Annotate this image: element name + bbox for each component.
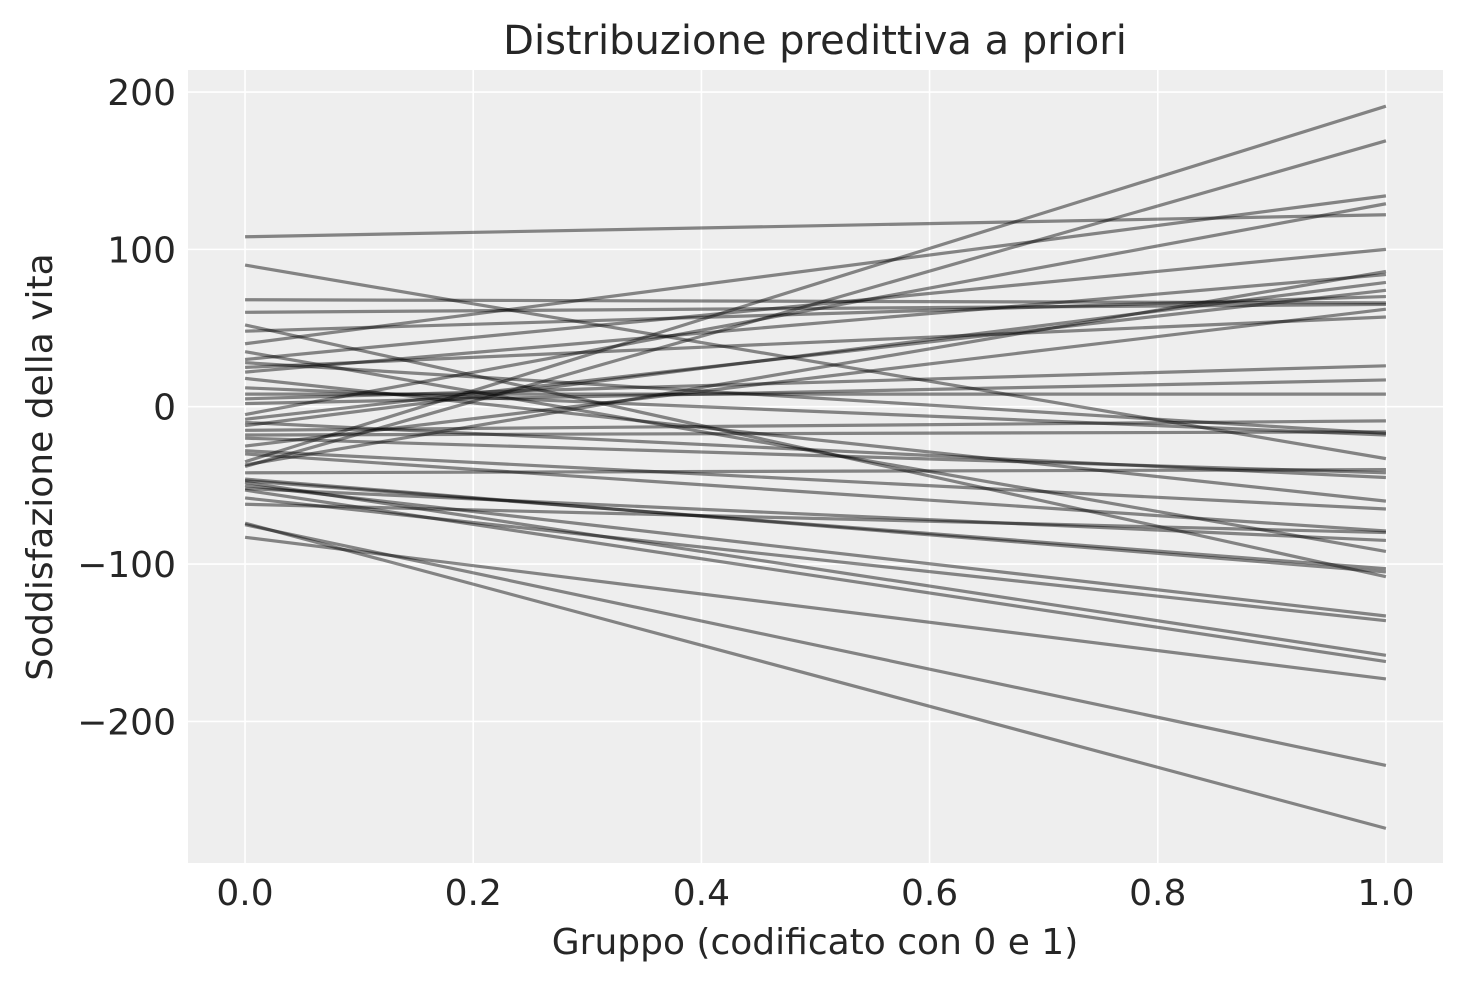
prior-predictive-line xyxy=(245,419,1386,432)
y-tick-label: 100 xyxy=(107,230,176,271)
x-tick-labels: 0.0 0.2 0.4 0.6 0.8 1.0 xyxy=(216,873,1414,914)
prior-predictive-line xyxy=(244,364,1387,401)
y-tick-label: −100 xyxy=(77,545,176,586)
prior-predictive-line xyxy=(244,420,1387,480)
prior-predictive-line xyxy=(245,502,1386,535)
x-axis-label: Gruppo (codificato con 0 e 1) xyxy=(552,922,1078,963)
prior-predictive-line xyxy=(244,488,1387,664)
prior-predictive-line xyxy=(244,479,1387,571)
prior-predictive-line xyxy=(244,486,1387,543)
prior-predictive-line xyxy=(245,302,1386,314)
prior-predictive-line xyxy=(244,263,1387,461)
prior-predictive-line xyxy=(244,104,1387,464)
prior-predictive-line xyxy=(245,430,1386,437)
chart-title: Distribuzione predittiva a priori xyxy=(503,18,1127,64)
grid xyxy=(188,70,1443,863)
prior-predictive-line xyxy=(244,350,1387,554)
prior-predictive-line xyxy=(244,315,1387,369)
prior-predictive-line xyxy=(244,376,1387,503)
prior-predictive-line xyxy=(244,194,1387,346)
prior-predictive-line xyxy=(244,477,1387,574)
y-axis-label: Soddisfazione della vita xyxy=(20,253,61,680)
prior-predictive-line xyxy=(244,280,1387,428)
x-tick-label: 0.6 xyxy=(901,873,958,914)
x-tick-label: 0.0 xyxy=(216,873,273,914)
prior-predictive-line xyxy=(244,449,1387,511)
prior-predictive-line xyxy=(244,202,1387,417)
x-tick-label: 0.8 xyxy=(1129,873,1186,914)
y-tick-label: 200 xyxy=(107,73,176,114)
prior-predictive-line xyxy=(245,468,1386,475)
prior-predictive-line xyxy=(244,361,1387,436)
prior-predictive-line xyxy=(244,288,1387,421)
prior-predictive-line xyxy=(244,480,1387,657)
prior-predictive-line xyxy=(244,294,1387,333)
prior-predictive-line xyxy=(244,452,1387,533)
prior-predictive-line xyxy=(244,523,1387,768)
prior-predictive-line xyxy=(244,496,1387,623)
series-group xyxy=(244,104,1387,830)
x-tick-label: 1.0 xyxy=(1357,873,1414,914)
plot-area xyxy=(188,70,1443,863)
prior-predictive-line xyxy=(244,272,1387,374)
prior-predictive-line xyxy=(244,139,1387,469)
prior-predictive-line xyxy=(244,535,1387,681)
prior-predictive-line xyxy=(244,269,1387,467)
prior-predictive-line xyxy=(244,436,1387,475)
prior-predictive-line xyxy=(245,378,1386,406)
prior-predictive-line xyxy=(244,386,1387,437)
prior-predictive-line xyxy=(245,298,1386,305)
x-tick-label: 0.2 xyxy=(445,873,502,914)
prior-predictive-line xyxy=(244,483,1387,618)
prior-predictive-line xyxy=(244,307,1387,448)
y-tick-label: −200 xyxy=(77,702,176,743)
prior-predictive-line xyxy=(244,521,1387,830)
y-tick-labels: −200 −100 0 100 200 xyxy=(77,73,176,743)
prior-predictive-line xyxy=(245,213,1386,239)
y-tick-label: 0 xyxy=(153,388,176,429)
prior-predictive-line xyxy=(244,323,1387,579)
prior-predictive-line xyxy=(244,247,1387,362)
x-tick-label: 0.4 xyxy=(673,873,730,914)
